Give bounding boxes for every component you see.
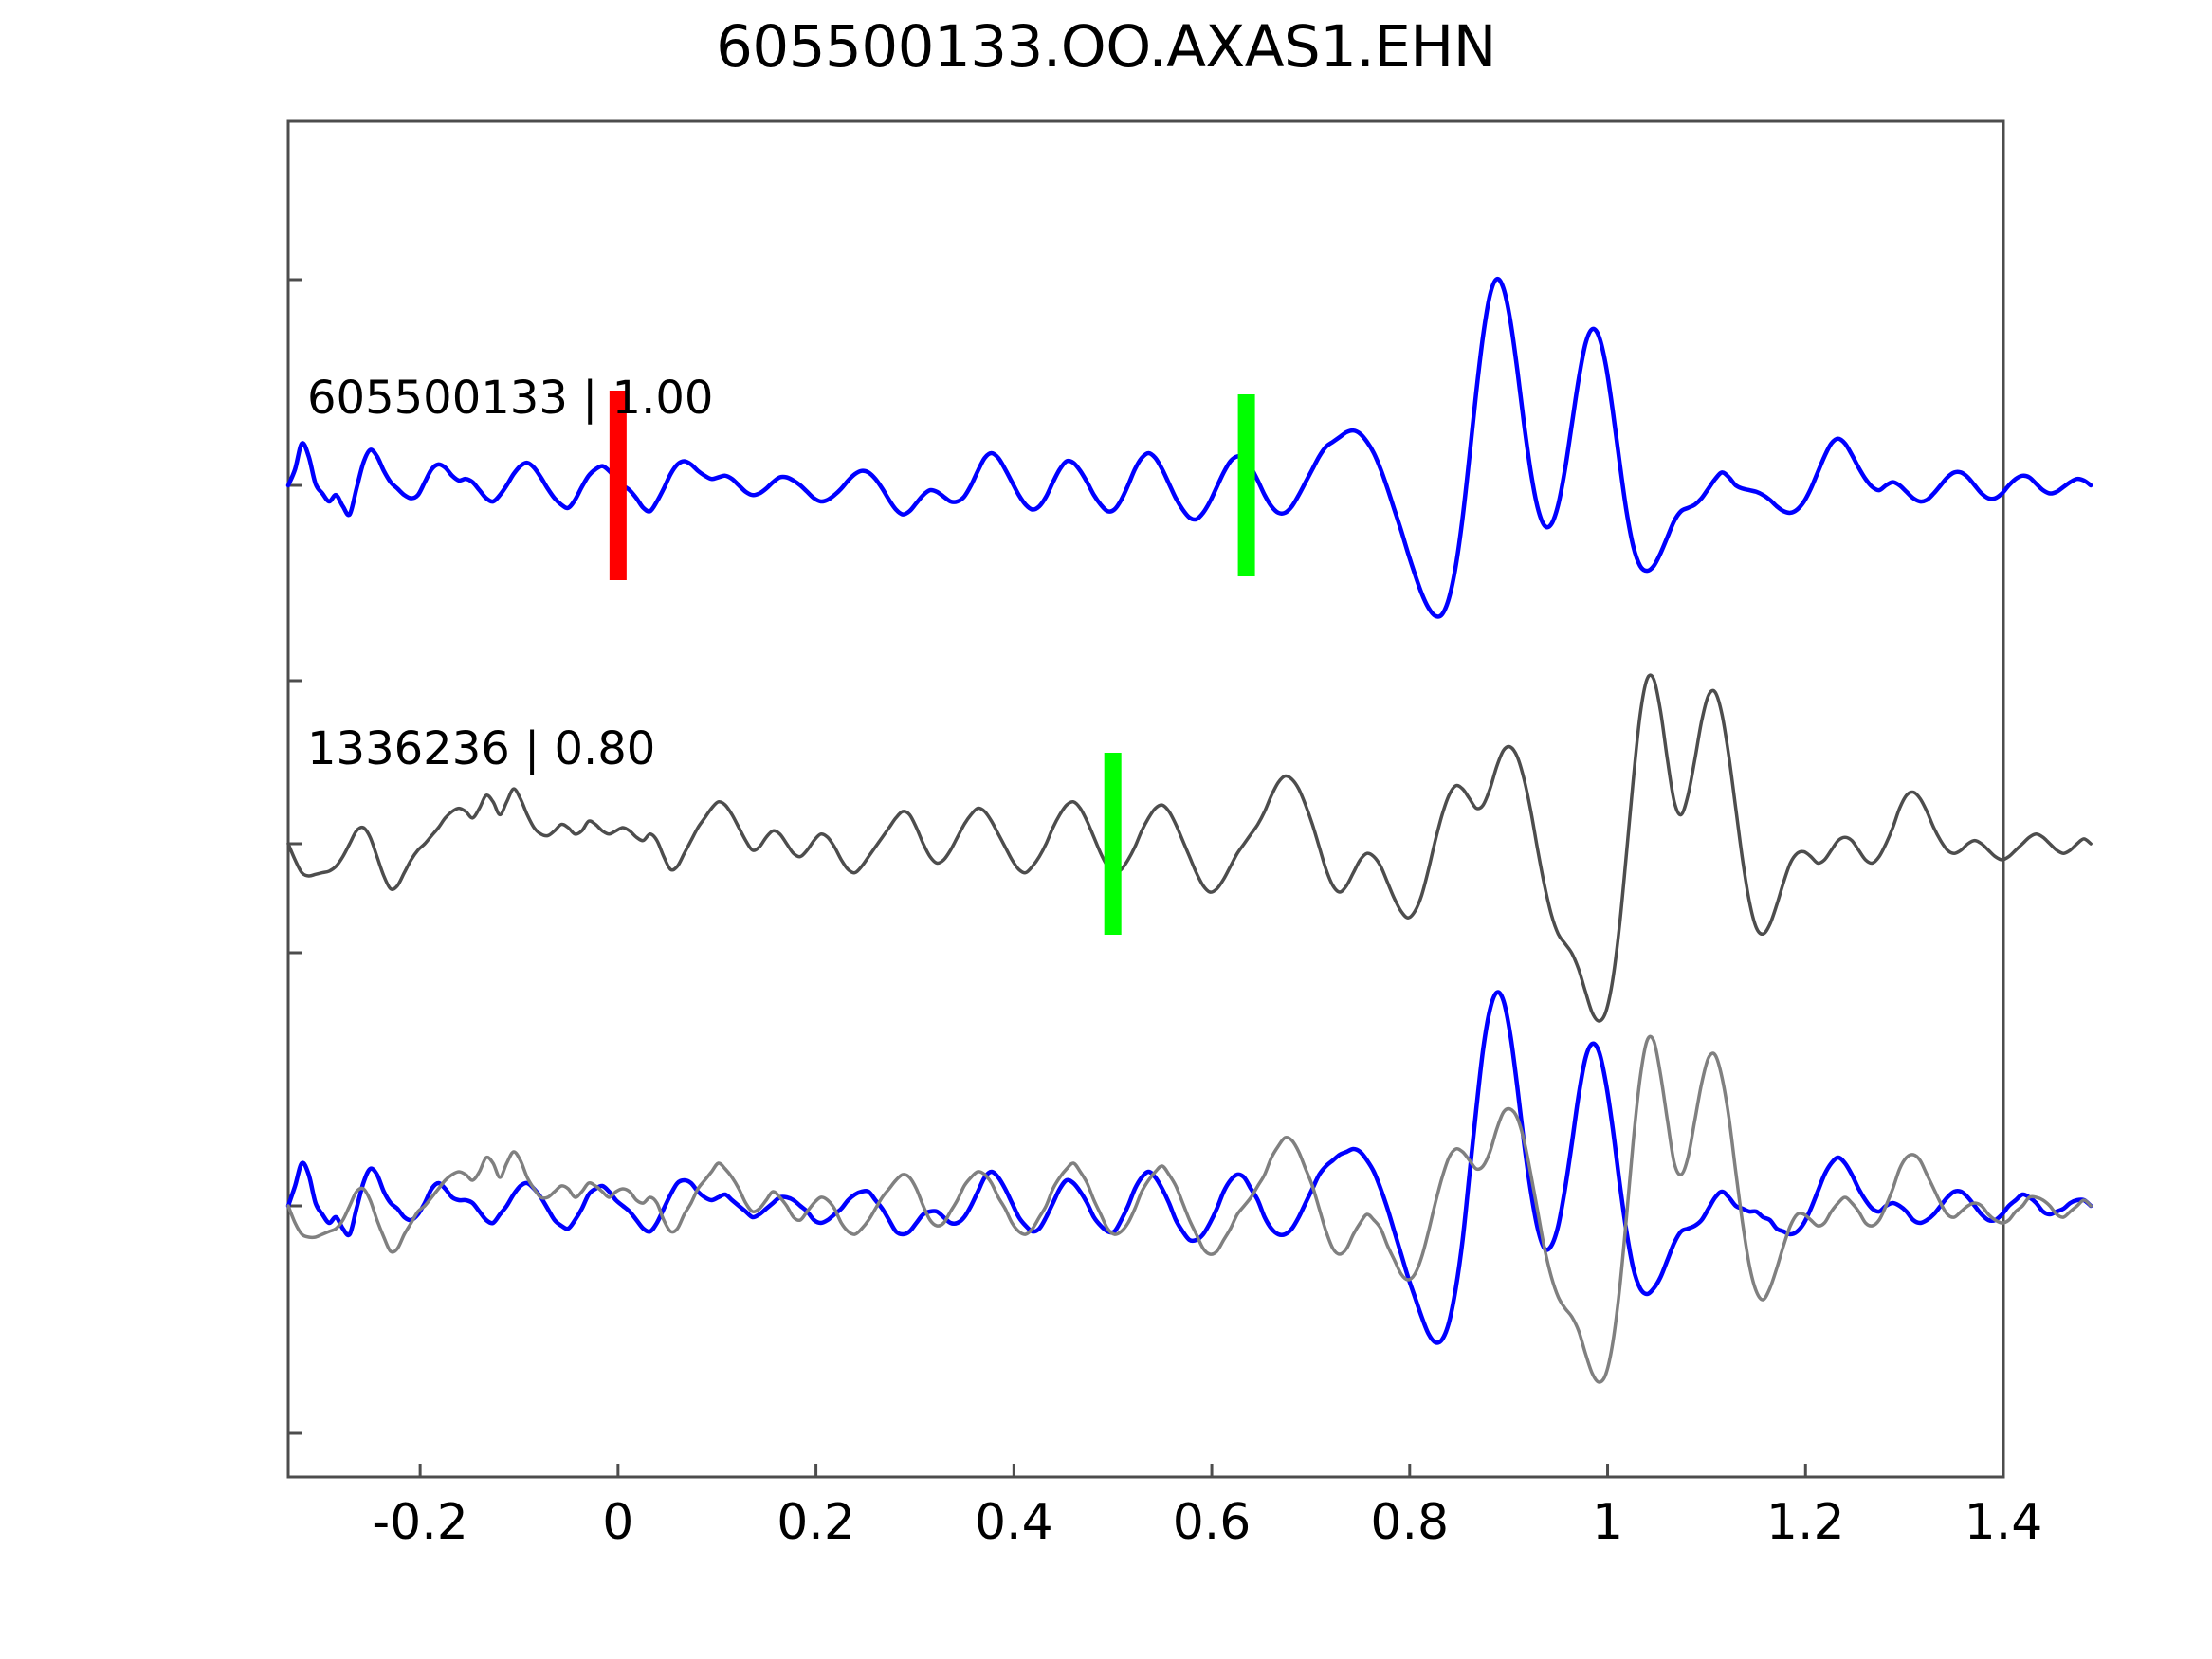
- trace-label-template: 605500133 | 1.00: [307, 372, 714, 425]
- x-tick-label: 0.2: [777, 1494, 855, 1551]
- x-tick-label: 1: [1591, 1494, 1624, 1551]
- axes-frame: [286, 119, 2005, 1479]
- pick-marker-trace1[interactable]: [1237, 394, 1255, 576]
- x-tick-label: -0.2: [372, 1494, 468, 1551]
- waveform-trace-605500133: [285, 277, 2093, 619]
- pick-marker-trace2[interactable]: [1104, 753, 1122, 935]
- origin-marker[interactable]: [609, 391, 627, 580]
- page-title: 605500133.OO.AXAS1.EHN: [716, 13, 1496, 81]
- waveform-trace-1336236: [286, 1034, 2093, 1384]
- x-tick-label: 1.4: [1964, 1494, 2043, 1551]
- x-tick-label: 0.6: [1172, 1494, 1252, 1551]
- x-tick-label: 0: [602, 1494, 634, 1551]
- waveform-trace-605500133: [285, 990, 2093, 1345]
- x-tick-label: 1.2: [1765, 1494, 1845, 1551]
- x-tick-label: 0.4: [974, 1494, 1053, 1551]
- trace-label-detection: 1336236 | 0.80: [307, 722, 656, 775]
- waveform-trace-1336236: [286, 673, 2093, 1023]
- x-tick-label: 0.8: [1370, 1494, 1450, 1551]
